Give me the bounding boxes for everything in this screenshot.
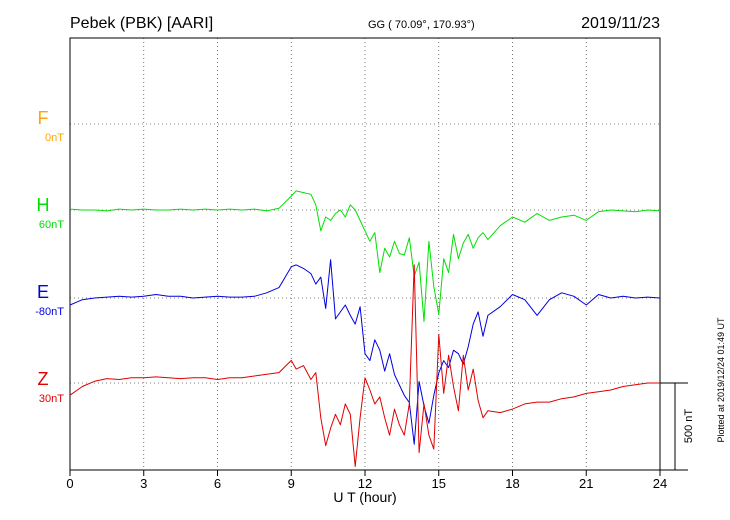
series-offset-h: 60nT	[39, 219, 64, 231]
geographic-coordinates: GG ( 70.09°, 170.93°)	[368, 19, 475, 31]
x-tick-label: 9	[288, 476, 295, 491]
x-tick-label: 24	[653, 476, 667, 491]
series-name-h: H	[37, 195, 50, 215]
trace-e	[69, 259, 661, 445]
x-tick-label: 15	[432, 476, 446, 491]
trace-group	[69, 190, 661, 467]
x-tick-label: 21	[579, 476, 593, 491]
x-tick-label: 0	[66, 476, 73, 491]
series-offset-e: -80nT	[35, 306, 64, 318]
station-title: Pebek (PBK) [AARI]	[70, 15, 213, 32]
series-labels: F 0nT H 60nT E -80nT Z 30nT	[35, 108, 64, 405]
x-tick-label: 3	[140, 476, 147, 491]
x-tick-label: 18	[505, 476, 519, 491]
scale-bar: 500 nT	[660, 382, 695, 471]
plot-date: 2019/11/23	[581, 15, 660, 32]
trace-z	[69, 264, 660, 467]
series-name-f: F	[38, 108, 49, 128]
series-name-e: E	[37, 282, 49, 302]
series-offset-f: 0nT	[45, 132, 64, 144]
x-tick-label: 12	[358, 476, 372, 491]
scale-bar-label: 500 nT	[683, 409, 695, 444]
plotted-timestamp: Plotted at 2019/12/24 01:49 UT	[716, 317, 726, 443]
x-axis-label: U T (hour)	[333, 489, 396, 505]
x-axis-ticks: 0 3 6 9 12 15 18 21 24	[66, 470, 667, 491]
series-offset-z: 30nT	[39, 393, 64, 405]
x-tick-label: 6	[214, 476, 221, 491]
series-name-z: Z	[38, 369, 49, 389]
grid-lines	[70, 38, 660, 470]
trace-h	[69, 190, 661, 322]
